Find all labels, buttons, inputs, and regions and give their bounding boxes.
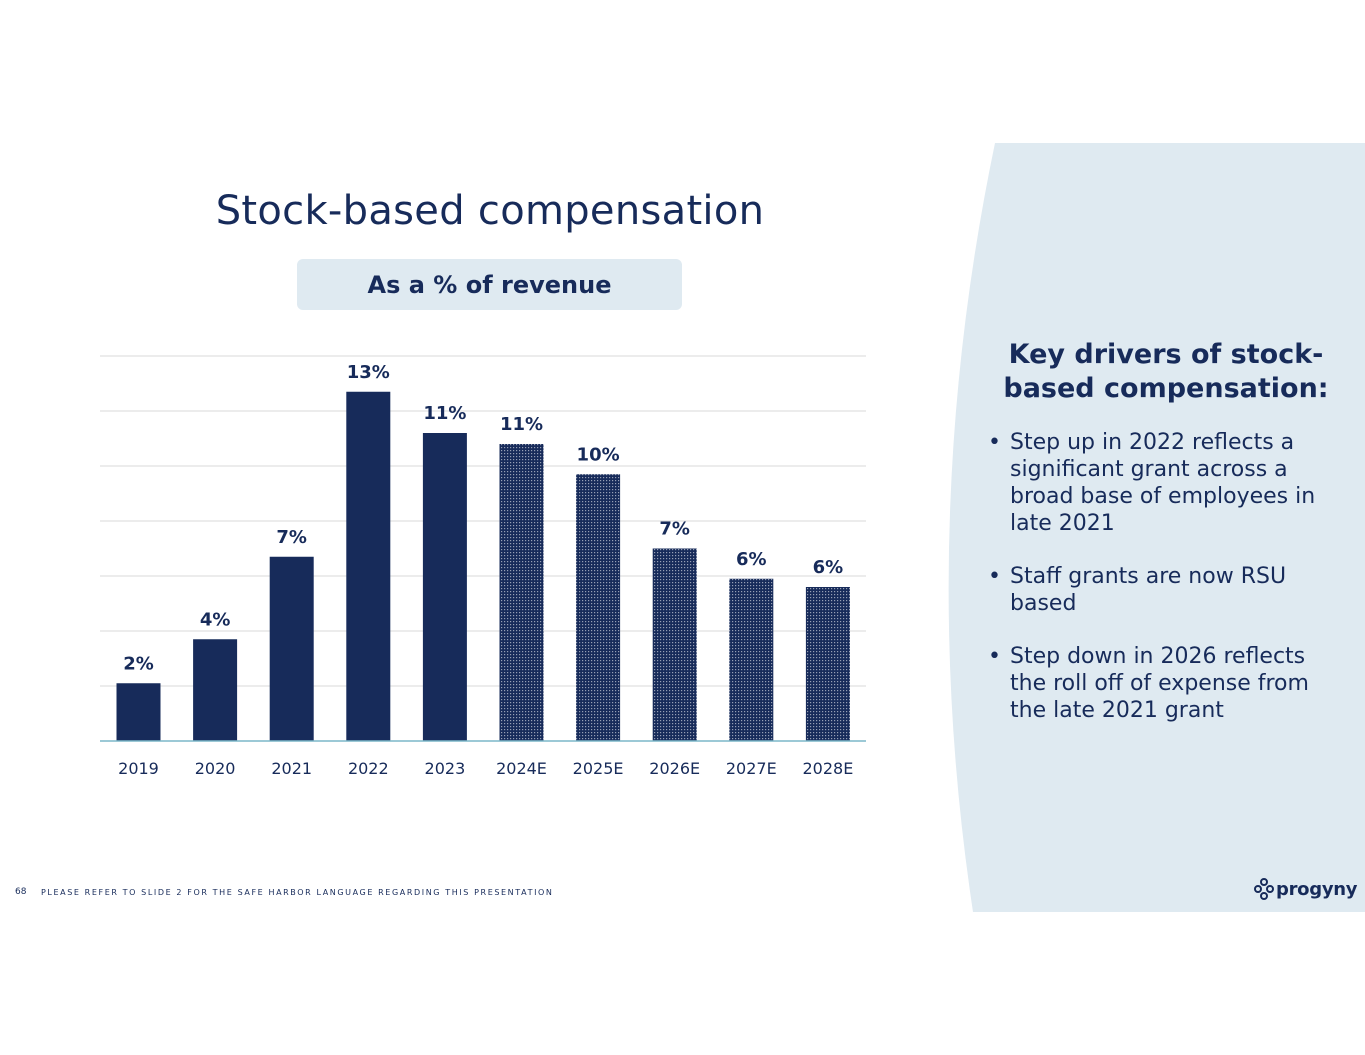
- driver-bullet: • Step up in 2022 reflects a significant…: [988, 429, 1338, 537]
- bar-2022: [346, 391, 391, 741]
- data-label-2021: 7%: [276, 527, 307, 548]
- safe-harbor-note: PLEASE REFER TO SLIDE 2 FOR THE SAFE HAR…: [41, 888, 554, 897]
- bar-2026e: [652, 548, 697, 741]
- page-number: 68: [15, 887, 27, 897]
- x-tick-label-2022: 2022: [348, 759, 389, 778]
- bullet-dot-icon: •: [988, 644, 1001, 669]
- x-tick-label-2024e: 2024E: [496, 759, 547, 778]
- driver-bullet-text: Step up in 2022 reflects a significant g…: [1010, 430, 1316, 536]
- x-tick-label-2028e: 2028E: [802, 759, 853, 778]
- bar-2020: [193, 639, 238, 741]
- data-label-2019: 2%: [123, 653, 154, 674]
- data-label-2025e: 10%: [577, 444, 620, 465]
- driver-bullet-text: Step down in 2026 reflects the roll off …: [1010, 644, 1309, 723]
- bullet-dot-icon: •: [988, 430, 1001, 455]
- bar-2021: [269, 556, 314, 741]
- side-panel-background: [948, 143, 1365, 912]
- data-labels: 2% 4% 7% 13% 11% 11% 10% 7% 6% 6%: [123, 362, 843, 675]
- bullet-dot-icon: •: [988, 564, 1001, 589]
- x-tick-label-2020: 2020: [195, 759, 236, 778]
- x-tick-label-2025e: 2025E: [573, 759, 624, 778]
- x-tick-label-2021: 2021: [271, 759, 312, 778]
- slide-title: Stock-based compensation: [215, 188, 765, 234]
- side-panel-title: Key drivers of stock-based compensation:: [1003, 339, 1329, 404]
- bar-2027e: [729, 578, 774, 741]
- x-tick-label-2027e: 2027E: [726, 759, 777, 778]
- bar-2023: [422, 433, 467, 741]
- progyny-logo-text: progyny: [1276, 878, 1358, 900]
- bar-2019: [116, 683, 161, 741]
- x-axis-ticks: 2019 2020 2021 2022 2023 2024E 2025E 2026E 2027E…: [118, 759, 853, 778]
- bar-2024e: [499, 444, 544, 741]
- data-label-2022: 13%: [347, 362, 390, 383]
- x-tick-label-2026e: 2026E: [649, 759, 700, 778]
- data-label-2028e: 6%: [813, 557, 844, 578]
- driver-bullet-list: • Step up in 2022 reflects a significant…: [988, 429, 1338, 750]
- driver-bullet: • Staff grants are now RSU based: [988, 563, 1338, 617]
- bar-chart: 2% 4% 7% 13% 11% 11% 10% 7% 6% 6% 2019 2020 2021 202…: [100, 355, 866, 778]
- bar-2028e: [805, 587, 850, 741]
- bar-2025e: [576, 474, 621, 741]
- data-label-2020: 4%: [200, 609, 231, 630]
- data-label-2023: 11%: [423, 403, 466, 424]
- driver-bullet-text: Staff grants are now RSU based: [1010, 564, 1287, 616]
- progyny-logo-icon: [1254, 878, 1274, 900]
- data-label-2026e: 7%: [659, 519, 690, 540]
- data-label-2024e: 11%: [500, 414, 543, 435]
- data-label-2027e: 6%: [736, 549, 767, 570]
- x-tick-label-2023: 2023: [425, 759, 466, 778]
- driver-bullet: • Step down in 2026 reflects the roll of…: [988, 643, 1338, 724]
- chart-subtitle: As a % of revenue: [367, 270, 612, 299]
- chart-subtitle-pill: As a % of revenue: [297, 259, 682, 310]
- bars: [116, 391, 850, 741]
- x-tick-label-2019: 2019: [118, 759, 159, 778]
- progyny-logo: progyny: [1254, 878, 1358, 900]
